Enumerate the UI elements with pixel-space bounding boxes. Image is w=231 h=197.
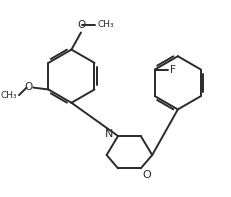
- Text: CH₃: CH₃: [97, 20, 113, 29]
- Text: N: N: [104, 129, 113, 139]
- Text: O: O: [77, 20, 86, 30]
- Text: O: O: [24, 82, 32, 92]
- Text: F: F: [169, 65, 175, 74]
- Text: CH₃: CH₃: [0, 91, 17, 100]
- Text: O: O: [142, 170, 151, 180]
